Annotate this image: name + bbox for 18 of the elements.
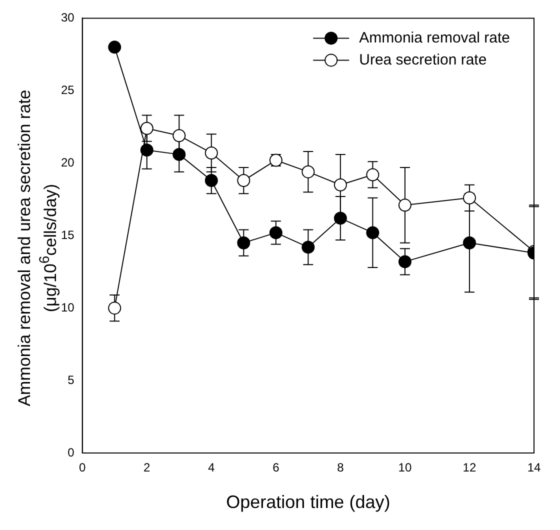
x-axis-title: Operation time (day): [226, 492, 390, 512]
y-tick-label: 20: [60, 155, 75, 170]
x-tick-label: 6: [272, 460, 280, 475]
x-tick-label: 12: [462, 460, 476, 475]
x-tick-label: 8: [337, 460, 344, 475]
x-tick-label: 14: [527, 460, 541, 475]
x-tick-label: 2: [144, 460, 151, 475]
y-tick-label: 25: [60, 82, 75, 97]
x-tick-label: 10: [398, 460, 412, 475]
y-tick-label: 0: [68, 445, 75, 460]
y-tick-label: 5: [68, 372, 75, 387]
x-tick-label: 4: [208, 460, 216, 475]
x-tick-label: 0: [79, 460, 86, 475]
legend-label: Urea secretion rate: [359, 51, 487, 68]
y-tick-label: 30: [60, 10, 75, 25]
legend-label: Ammonia removal rate: [359, 29, 510, 46]
y-tick-label: 10: [60, 300, 75, 314]
y-tick-label: 15: [60, 228, 75, 242]
